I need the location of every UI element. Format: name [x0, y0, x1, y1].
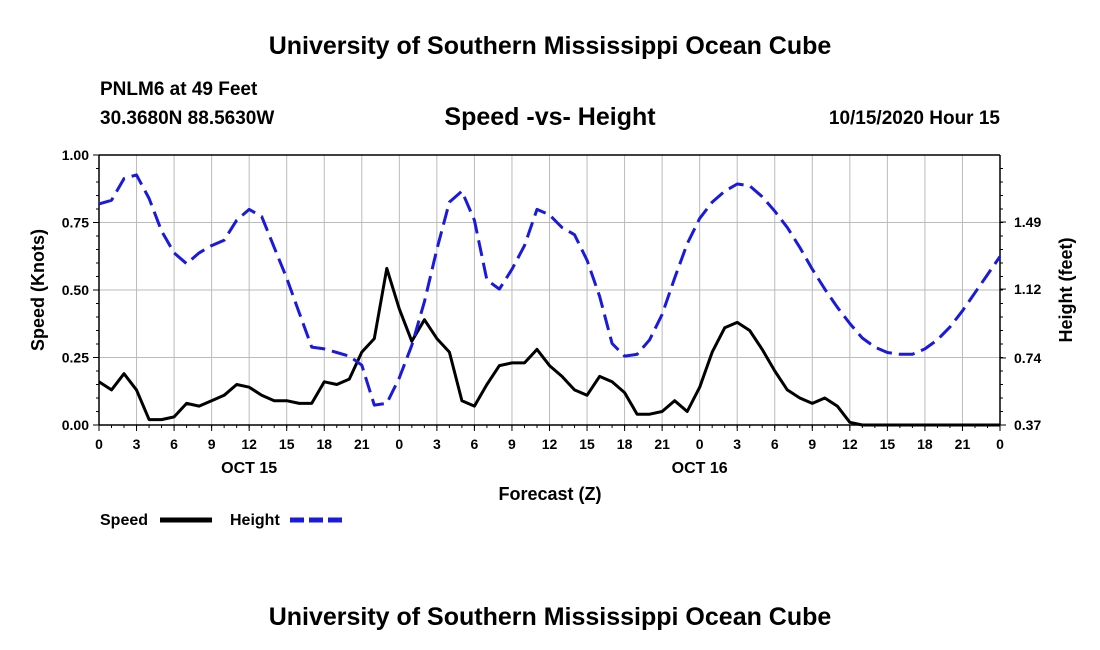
x-tick-label: 21 [955, 436, 971, 452]
x-tick-label: 18 [316, 436, 332, 452]
x-tick-label: 18 [617, 436, 633, 452]
x-tick-label: 0 [395, 436, 403, 452]
datetime-label: 10/15/2020 Hour 15 [829, 108, 1001, 129]
x-tick-label: 0 [696, 436, 704, 452]
y-axis-left-title: Speed (Knots) [28, 229, 48, 351]
x-tick-label: 6 [771, 436, 779, 452]
legend: Speed Height [100, 512, 342, 529]
x-tick-label: 0 [95, 436, 103, 452]
x-tick-label: 15 [279, 436, 295, 452]
x-tick-label: 21 [354, 436, 370, 452]
legend-height-label: Height [230, 512, 280, 529]
day-label: OCT 15 [221, 460, 277, 477]
y-right-tick-label: 0.37 [1014, 417, 1041, 433]
axes [93, 154, 1006, 431]
x-tick-label: 3 [133, 436, 141, 452]
y-left-tick-label: 0.00 [62, 417, 89, 433]
y-right-tick-label: 0.74 [1014, 350, 1041, 366]
x-tick-label: 12 [842, 436, 858, 452]
page-title: University of Southern Mississippi Ocean… [269, 32, 832, 60]
station-label: PNLM6 at 49 Feet [100, 79, 258, 100]
y-right-tick-label: 1.49 [1014, 214, 1041, 230]
y-left-tick-label: 0.50 [62, 282, 89, 298]
x-axis-title: Forecast (Z) [498, 484, 601, 504]
x-tick-label: 6 [170, 436, 178, 452]
y-right-tick-label: 1.12 [1014, 281, 1041, 297]
series-height-line [98, 173, 1002, 407]
x-tick-label: 15 [579, 436, 595, 452]
x-tick-label: 18 [917, 436, 933, 452]
x-tick-label: 12 [542, 436, 558, 452]
y-axis-right-title: Height (feet) [1056, 238, 1076, 343]
footer-title: University of Southern Mississippi Ocean… [269, 603, 832, 631]
legend-speed-label: Speed [100, 512, 148, 529]
x-tick-label: 3 [733, 436, 741, 452]
x-tick-label: 12 [241, 436, 257, 452]
y-left-tick-label: 0.75 [62, 215, 89, 231]
chart-subtitle: Speed -vs- Height [444, 103, 656, 131]
y-left-tick-label: 1.00 [62, 147, 89, 163]
x-tick-label: 3 [433, 436, 441, 452]
x-tick-label: 21 [654, 436, 670, 452]
grid-lines [98, 154, 1001, 426]
coords-label: 30.3680N 88.5630W [100, 108, 274, 129]
x-tick-label: 9 [508, 436, 516, 452]
tick-labels: 0.00 0.25 0.50 0.75 1.00 0.37 0.74 1.12 1.49 0 3 6 9… [62, 147, 1042, 477]
x-tick-label: 6 [471, 436, 479, 452]
x-tick-label: 9 [808, 436, 816, 452]
x-tick-label: 0 [996, 436, 1004, 452]
x-tick-label: 9 [208, 436, 216, 452]
day-label: OCT 16 [672, 460, 728, 477]
x-tick-label: 15 [880, 436, 896, 452]
series-speed-line [98, 266, 1000, 427]
series-group [98, 173, 1002, 427]
y-left-tick-label: 0.25 [62, 350, 89, 366]
